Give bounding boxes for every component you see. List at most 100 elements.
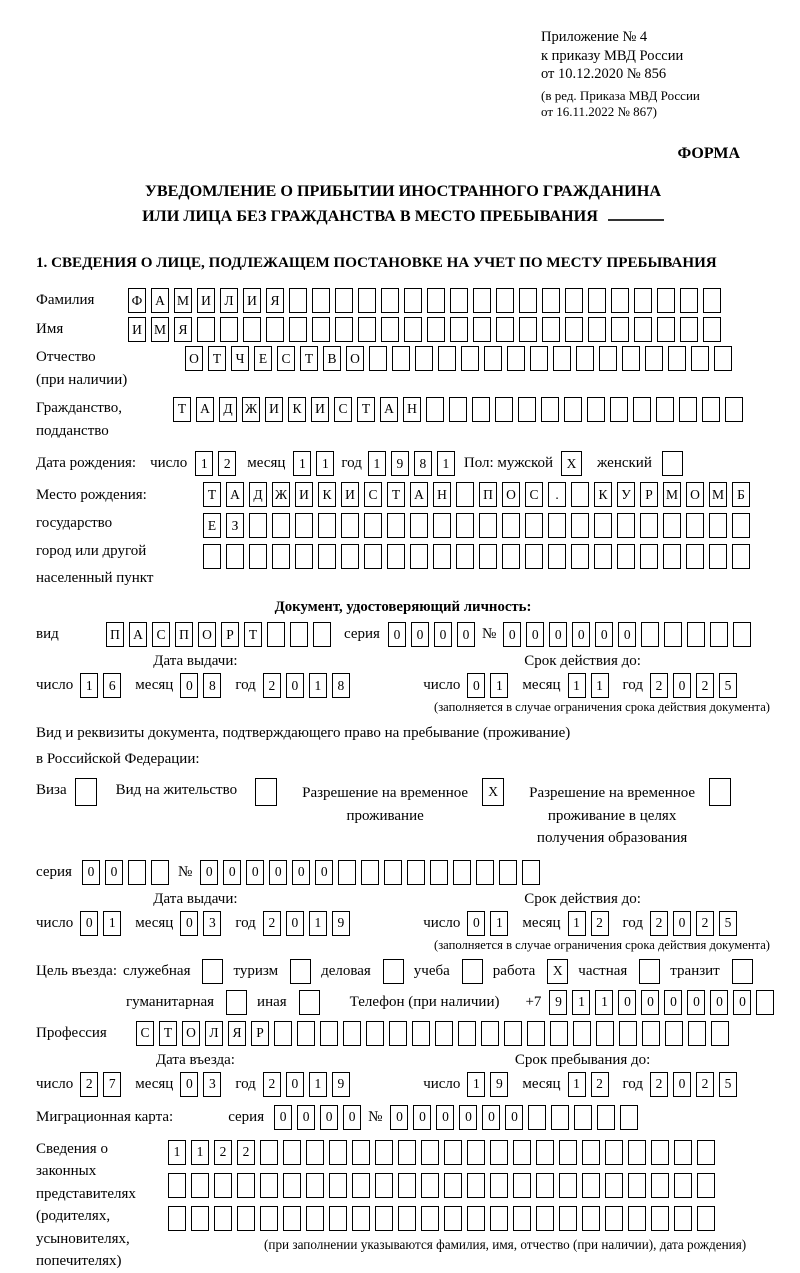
char-cell[interactable] — [249, 544, 267, 570]
char-cell[interactable]: 5 — [719, 673, 737, 699]
char-cell[interactable] — [596, 1020, 614, 1046]
char-cell[interactable] — [479, 513, 497, 539]
char-cell[interactable]: 2 — [214, 1139, 232, 1165]
char-cell[interactable]: 8 — [331, 673, 350, 699]
char-cell[interactable] — [481, 1020, 499, 1046]
char-cell[interactable]: 0 — [180, 1071, 199, 1097]
char-cell[interactable]: А — [380, 396, 398, 422]
char-cell[interactable]: Я — [228, 1020, 246, 1046]
char-cell[interactable]: 0 — [436, 1104, 455, 1130]
char-cell[interactable]: О — [686, 482, 704, 508]
char-cell[interactable]: 1 — [595, 989, 614, 1015]
char-cell[interactable]: Ж — [272, 482, 290, 508]
char-cell[interactable] — [725, 396, 743, 422]
char-cell[interactable]: О — [185, 346, 203, 372]
char-cell[interactable] — [366, 1020, 384, 1046]
char-cell[interactable]: 1 — [567, 910, 586, 936]
char-cell[interactable] — [449, 396, 467, 422]
char-cell[interactable]: 2 — [80, 1071, 99, 1097]
char-cell[interactable] — [318, 544, 336, 570]
char-cell[interactable]: 6 — [103, 673, 122, 699]
checkbox-cell[interactable] — [202, 958, 224, 984]
char-cell[interactable] — [527, 1020, 545, 1046]
char-cell[interactable] — [127, 859, 146, 885]
char-cell[interactable] — [651, 1139, 669, 1165]
char-cell[interactable] — [571, 544, 589, 570]
char-cell[interactable] — [338, 859, 357, 885]
char-cell[interactable] — [150, 859, 169, 885]
char-cell[interactable] — [617, 513, 635, 539]
char-cell[interactable] — [594, 544, 612, 570]
char-cell[interactable]: О — [182, 1020, 200, 1046]
char-cell[interactable]: 9 — [331, 910, 350, 936]
char-cell[interactable] — [663, 544, 681, 570]
char-cell[interactable]: 0 — [387, 622, 406, 648]
char-cell[interactable]: 1 — [590, 673, 609, 699]
char-cell[interactable] — [656, 396, 674, 422]
char-cell[interactable]: 0 — [572, 622, 591, 648]
char-cell[interactable] — [191, 1205, 209, 1231]
char-cell[interactable] — [260, 1172, 278, 1198]
char-cell[interactable] — [518, 396, 536, 422]
char-cell[interactable] — [381, 288, 399, 314]
char-cell[interactable] — [620, 1104, 639, 1130]
char-cell[interactable]: Н — [433, 482, 451, 508]
char-cell[interactable] — [461, 346, 479, 372]
char-cell[interactable] — [430, 859, 449, 885]
char-cell[interactable]: И — [295, 482, 313, 508]
char-cell[interactable] — [467, 1139, 485, 1165]
char-cell[interactable] — [289, 288, 307, 314]
char-cell[interactable] — [320, 1020, 338, 1046]
char-cell[interactable]: 1 — [191, 1139, 209, 1165]
char-cell[interactable]: Л — [205, 1020, 223, 1046]
char-cell[interactable] — [421, 1139, 439, 1165]
char-cell[interactable]: 0 — [673, 1071, 691, 1097]
char-cell[interactable]: 2 — [650, 673, 668, 699]
char-cell[interactable] — [237, 1172, 255, 1198]
char-cell[interactable]: Л — [220, 288, 238, 314]
char-cell[interactable]: 3 — [203, 1071, 222, 1097]
char-cell[interactable] — [290, 622, 308, 648]
char-cell[interactable] — [597, 1104, 616, 1130]
char-cell[interactable] — [427, 288, 445, 314]
char-cell[interactable] — [476, 859, 495, 885]
char-cell[interactable]: О — [198, 622, 216, 648]
char-cell[interactable]: А — [151, 288, 169, 314]
char-cell[interactable]: Т — [300, 346, 318, 372]
checkbox-cell[interactable] — [639, 958, 661, 984]
char-cell[interactable] — [444, 1172, 462, 1198]
char-cell[interactable]: 2 — [262, 673, 281, 699]
char-cell[interactable]: С — [364, 482, 382, 508]
char-cell[interactable]: 1 — [308, 673, 327, 699]
char-cell[interactable] — [260, 1205, 278, 1231]
char-cell[interactable] — [496, 288, 514, 314]
char-cell[interactable] — [605, 1205, 623, 1231]
char-cell[interactable] — [628, 1139, 646, 1165]
char-cell[interactable] — [352, 1205, 370, 1231]
checkbox-cell[interactable] — [731, 958, 753, 984]
char-cell[interactable]: 1 — [567, 673, 586, 699]
char-cell[interactable] — [168, 1172, 186, 1198]
char-cell[interactable] — [407, 859, 426, 885]
checkbox-cell[interactable] — [661, 451, 683, 477]
char-cell[interactable] — [574, 1104, 593, 1130]
char-cell[interactable]: И — [128, 317, 146, 343]
char-cell[interactable] — [664, 622, 683, 648]
char-cell[interactable]: 0 — [223, 859, 242, 885]
char-cell[interactable]: 0 — [433, 622, 452, 648]
char-cell[interactable] — [352, 1139, 370, 1165]
char-cell[interactable]: 0 — [503, 622, 522, 648]
checkbox-cell[interactable] — [382, 958, 404, 984]
char-cell[interactable]: 2 — [218, 451, 237, 477]
char-cell[interactable]: 0 — [526, 622, 545, 648]
char-cell[interactable] — [473, 317, 491, 343]
char-cell[interactable]: 1 — [572, 989, 591, 1015]
char-cell[interactable] — [495, 396, 513, 422]
char-cell[interactable] — [576, 346, 594, 372]
char-cell[interactable]: 0 — [81, 859, 100, 885]
char-cell[interactable] — [599, 346, 617, 372]
char-cell[interactable] — [553, 346, 571, 372]
char-cell[interactable]: Ч — [231, 346, 249, 372]
char-cell[interactable] — [611, 317, 629, 343]
char-cell[interactable]: М — [174, 288, 192, 314]
